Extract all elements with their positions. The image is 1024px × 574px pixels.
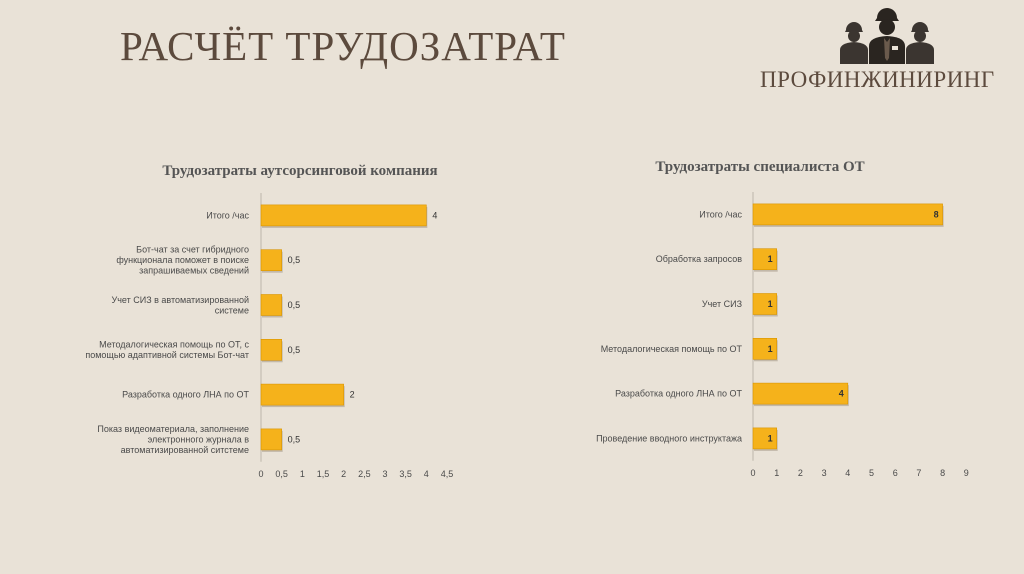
chart-2-title: Трудозатраты специалиста ОТ [655,159,865,175]
c2-x-tick-label-3: 3 [822,468,827,478]
c1-x-tick-label-4: 2 [341,469,346,479]
chart-1-title: Трудозатраты аутсорсинговой компания [162,163,438,179]
c1-x-tick-label-8: 4 [424,469,429,479]
c2-data-label-4: 4 [839,389,844,399]
c1-bar-0 [260,204,427,227]
c2-bar-5 [752,427,778,450]
c2-data-label-5: 1 [768,433,773,443]
c2-bar-1 [752,248,778,270]
engineers-logo-icon [840,8,934,64]
c1-category-label-3: Методалогическая помощь по ОТ, с помощью … [85,340,249,361]
c1-bar-4 [260,383,344,406]
c2-x-tick-label-7: 7 [916,468,921,478]
page-title: РАСЧЁТ ТРУДОЗАТРАТ [120,23,566,69]
c1-category-label-0: Итого /час [206,210,249,220]
c1-data-label-0: 4 [432,210,437,220]
c1-x-tick-label-7: 3,5 [399,469,412,479]
c1-category-label-1: Бот-чат за счет гибридного функционала по… [116,245,249,276]
c1-bar-3 [260,338,282,361]
c2-x-tick-label-5: 5 [869,468,874,478]
c2-category-label-4: Разработка одного ЛНА по ОТ [615,389,742,399]
c1-x-tick-label-2: 1 [300,469,305,479]
c1-bar-1 [260,249,282,271]
c1-x-tick-label-5: 2,5 [358,469,371,479]
c2-data-label-3: 1 [768,344,773,354]
c1-x-tick-label-1: 0,5 [275,469,288,479]
c2-data-label-2: 1 [768,299,773,309]
c2-category-label-3: Методалогическая помощь по ОТ [601,344,743,354]
c2-x-tick-label-4: 4 [845,468,850,478]
c2-category-label-1: Обработка запросов [656,254,743,264]
c2-x-tick-label-9: 9 [964,468,969,478]
company-logo-text: ПРОФИНЖИНИРИНГ [760,67,995,92]
c1-bar-5 [260,428,282,451]
c2-x-tick-label-0: 0 [750,468,755,478]
c1-x-tick-label-9: 4,5 [441,469,454,479]
c1-data-label-4: 2 [350,390,355,400]
c1-data-label-2: 0,5 [288,300,301,310]
c2-bar-2 [752,293,778,315]
c2-bar-4 [752,382,849,405]
c2-x-tick-label-6: 6 [893,468,898,478]
c1-x-tick-label-3: 1,5 [317,469,330,479]
c2-data-label-1: 1 [768,254,773,264]
c1-x-tick-label-0: 0 [258,469,263,479]
c2-category-label-5: Проведение вводного инструктажа [596,433,742,443]
c2-bar-3 [752,337,778,360]
c1-x-tick-label-6: 3 [382,469,387,479]
c2-x-tick-label-1: 1 [774,468,779,478]
c2-bar-0 [752,203,943,226]
c1-category-label-2: Учет СИЗ в автоматизированной системе [111,295,249,316]
c2-category-label-0: Итого /час [699,209,742,219]
c2-category-label-2: Учет СИЗ [702,299,742,309]
c1-data-label-5: 0,5 [288,434,301,444]
c1-category-label-5: Показ видеоматериала, заполнение электрон… [97,424,249,455]
c1-data-label-1: 0,5 [288,255,301,265]
c2-x-tick-label-8: 8 [940,468,945,478]
c1-category-label-4: Разработка одного ЛНА по ОТ [122,390,249,400]
c2-data-label-0: 8 [934,209,939,219]
c2-x-tick-label-2: 2 [798,468,803,478]
c1-bar-2 [260,294,282,316]
c1-data-label-3: 0,5 [288,345,301,355]
